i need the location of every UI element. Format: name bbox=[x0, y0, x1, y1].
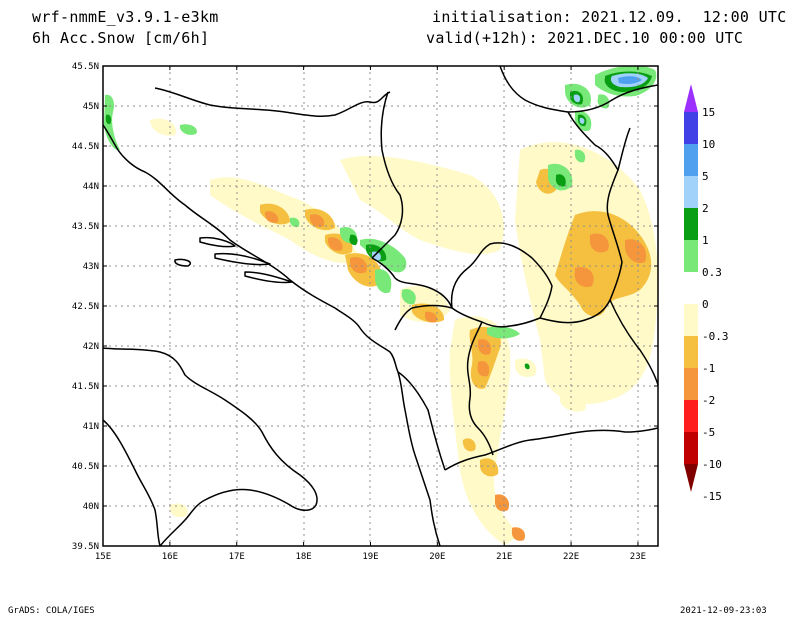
snow-light-areas bbox=[150, 118, 658, 545]
colorbar-label: 1 bbox=[702, 234, 709, 247]
colorbar-swatch bbox=[684, 400, 698, 432]
lat-label-44N: 44N bbox=[83, 182, 99, 192]
colorbar-swatch bbox=[684, 368, 698, 400]
lat-label-41N: 41N bbox=[83, 422, 99, 432]
colorbar-label: -0.3 bbox=[702, 330, 729, 343]
model-title: wrf-nmmE_v3.9.1-e3km bbox=[32, 8, 219, 26]
valid-time: valid(+12h): 2021.DEC.10 00:00 UTC bbox=[426, 29, 744, 47]
colorbar-swatch bbox=[684, 272, 698, 304]
lon-label-20E: 20E bbox=[429, 552, 445, 562]
colorbar-swatch bbox=[684, 304, 698, 336]
lat-label-40N: 40N bbox=[83, 502, 99, 512]
lat-label-41.5N: 41.5N bbox=[72, 382, 99, 392]
colorbar-bottom-arrow bbox=[684, 464, 698, 492]
lon-label-23E: 23E bbox=[630, 552, 646, 562]
colorbar-swatch bbox=[684, 240, 698, 272]
lat-label-45.5N: 45.5N bbox=[72, 62, 99, 72]
snow-heavy-areas bbox=[265, 211, 647, 541]
colorbar-label: 2 bbox=[702, 202, 709, 215]
lon-label-18E: 18E bbox=[295, 552, 311, 562]
colorbar-label: -2 bbox=[702, 394, 715, 407]
colorbar-label: -1 bbox=[702, 362, 715, 375]
colorbar: 15 10 5 2 1 0.3 0 -0.3 -1 -2 -5 -10 -15 bbox=[684, 84, 729, 503]
footer-timestamp: 2021-12-09-23:03 bbox=[680, 606, 767, 616]
field-title: 6h Acc.Snow [cm/6h] bbox=[32, 29, 210, 47]
map-ticks bbox=[102, 65, 658, 547]
colorbar-label: 10 bbox=[702, 138, 715, 151]
lon-label-22E: 22E bbox=[563, 552, 579, 562]
colorbar-swatch bbox=[684, 432, 698, 464]
colorbar-swatch bbox=[684, 176, 698, 208]
colorbar-label: 5 bbox=[702, 170, 709, 183]
snow-blue-areas bbox=[618, 76, 642, 84]
lon-label-19E: 19E bbox=[362, 552, 378, 562]
colorbar-swatch bbox=[684, 112, 698, 144]
init-time: initialisation: 2021.12.09. 12:00 UTC bbox=[432, 8, 787, 26]
lat-label-45N: 45N bbox=[83, 102, 99, 112]
colorbar-label: 0 bbox=[702, 298, 709, 311]
colorbar-label: -15 bbox=[702, 490, 722, 503]
colorbar-label: -10 bbox=[702, 458, 722, 471]
footer-credit: GrADS: COLA/IGES bbox=[8, 606, 95, 616]
colorbar-label: 15 bbox=[702, 106, 715, 119]
colorbar-label: -5 bbox=[702, 426, 715, 439]
colorbar-label: 0.3 bbox=[702, 266, 722, 279]
lon-label-21E: 21E bbox=[496, 552, 512, 562]
lon-label-16E: 16E bbox=[162, 552, 178, 562]
lon-axis-labels: 15E 16E 17E 18E 19E 20E 21E 22E 23E bbox=[95, 552, 646, 562]
lat-label-44.5N: 44.5N bbox=[72, 142, 99, 152]
lat-label-43N: 43N bbox=[83, 262, 99, 272]
lat-label-42N: 42N bbox=[83, 342, 99, 352]
lat-label-39.5N: 39.5N bbox=[72, 542, 99, 552]
colorbar-swatch bbox=[684, 208, 698, 240]
snow-field bbox=[104, 66, 658, 545]
lon-label-17E: 17E bbox=[229, 552, 245, 562]
colorbar-top-arrow bbox=[684, 84, 698, 112]
lat-label-43.5N: 43.5N bbox=[72, 222, 99, 232]
lat-axis-labels: 45.5N 45N 44.5N 44N 43.5N 43N 42.5N 42N 41.5N 41N… bbox=[72, 62, 99, 552]
lat-label-40.5N: 40.5N bbox=[72, 462, 99, 472]
colorbar-swatch bbox=[684, 144, 698, 176]
lon-label-15E: 15E bbox=[95, 552, 111, 562]
colorbar-swatch bbox=[684, 336, 698, 368]
lat-label-42.5N: 42.5N bbox=[72, 302, 99, 312]
coastlines-borders bbox=[103, 66, 658, 546]
